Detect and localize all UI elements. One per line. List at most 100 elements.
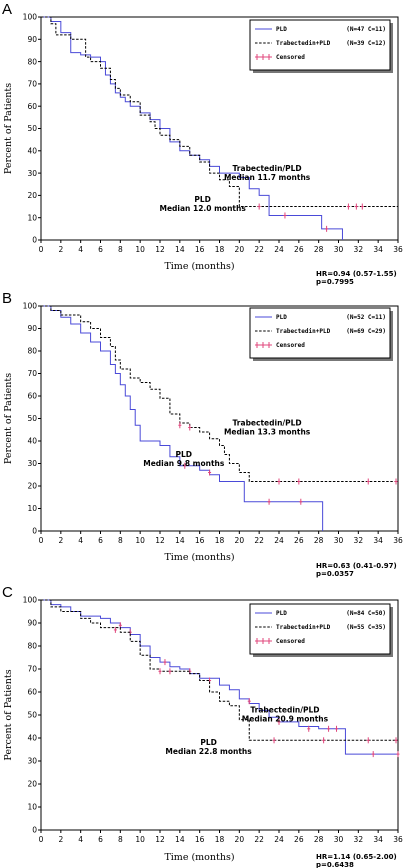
x-tick-label: 18 bbox=[215, 835, 225, 844]
y-tick-label: 60 bbox=[27, 688, 37, 697]
hazard-ratio: HR=1.14 (0.65-2.00) bbox=[316, 853, 397, 861]
x-tick-label: 32 bbox=[354, 245, 364, 254]
y-tick-label: 70 bbox=[27, 369, 37, 378]
x-tick-label: 26 bbox=[294, 835, 304, 844]
x-tick-label: 34 bbox=[373, 835, 383, 844]
km-curve-trabectedin-pld bbox=[41, 305, 398, 482]
x-tick-label: 32 bbox=[354, 835, 364, 844]
x-tick-label: 22 bbox=[254, 245, 264, 254]
p-value: p=0.0357 bbox=[316, 570, 354, 578]
legend-counts: (N=69 C=29) bbox=[346, 328, 386, 335]
y-tick-label: 0 bbox=[32, 236, 37, 245]
x-tick-label: 18 bbox=[215, 536, 225, 545]
y-tick-label: 40 bbox=[27, 734, 37, 743]
x-tick-label: 8 bbox=[118, 245, 123, 254]
x-tick-label: 6 bbox=[98, 536, 103, 545]
x-tick-label: 28 bbox=[314, 536, 324, 545]
y-tick-label: 40 bbox=[27, 147, 37, 156]
km-curve-pld bbox=[41, 305, 324, 531]
x-tick-label: 6 bbox=[98, 835, 103, 844]
y-tick-label: 10 bbox=[27, 213, 37, 222]
x-tick-label: 10 bbox=[135, 835, 145, 844]
y-axis-label: Percent of Patients bbox=[3, 669, 14, 760]
x-tick-label: 22 bbox=[254, 536, 264, 545]
x-tick-label: 20 bbox=[235, 835, 245, 844]
x-tick-label: 6 bbox=[98, 245, 103, 254]
x-tick-label: 4 bbox=[78, 835, 83, 844]
x-tick-label: 26 bbox=[294, 536, 304, 545]
legend-label: Censored bbox=[276, 54, 305, 61]
y-tick-label: 60 bbox=[27, 392, 37, 401]
x-tick-label: 24 bbox=[274, 536, 284, 545]
x-tick-label: 0 bbox=[39, 835, 44, 844]
y-axis-label: Percent of Patients bbox=[3, 373, 14, 464]
x-tick-label: 30 bbox=[334, 245, 344, 254]
x-tick-label: 20 bbox=[235, 536, 245, 545]
x-tick-label: 14 bbox=[175, 245, 185, 254]
legend-label: Censored bbox=[276, 342, 305, 349]
legend-label: PLD bbox=[276, 610, 287, 617]
median-annotation: Median 11.7 months bbox=[224, 173, 311, 182]
y-tick-label: 50 bbox=[27, 124, 37, 133]
median-annotation: Trabectedin/PLD bbox=[250, 706, 319, 715]
x-tick-label: 16 bbox=[195, 835, 205, 844]
y-tick-label: 80 bbox=[27, 57, 37, 66]
legend-counts: (N=52 C=11) bbox=[346, 314, 386, 321]
y-tick-label: 60 bbox=[27, 102, 37, 111]
x-axis-label: Time (months) bbox=[164, 552, 234, 563]
legend-label: Censored bbox=[276, 638, 305, 645]
x-tick-label: 34 bbox=[373, 245, 383, 254]
x-tick-label: 32 bbox=[354, 536, 364, 545]
x-tick-label: 22 bbox=[254, 835, 264, 844]
x-tick-label: 20 bbox=[235, 245, 245, 254]
x-tick-label: 24 bbox=[274, 245, 284, 254]
x-tick-label: 2 bbox=[58, 835, 63, 844]
p-value: p=0.7995 bbox=[316, 278, 354, 286]
legend-label: Trabectedin+PLD bbox=[276, 624, 331, 631]
p-value: p=0.6438 bbox=[316, 861, 354, 868]
median-annotation: Median 13.3 months bbox=[224, 427, 311, 436]
x-tick-label: 0 bbox=[39, 536, 44, 545]
x-tick-label: 36 bbox=[393, 536, 403, 545]
hazard-ratio: HR=0.94 (0.57-1.55) bbox=[316, 270, 397, 278]
median-annotation: Trabectedin/PLD bbox=[233, 164, 302, 173]
y-tick-label: 10 bbox=[27, 803, 37, 812]
y-tick-label: 30 bbox=[27, 459, 37, 468]
y-tick-label: 80 bbox=[27, 642, 37, 651]
median-annotation: Trabectedin/PLD bbox=[233, 418, 302, 427]
x-tick-label: 36 bbox=[393, 245, 403, 254]
y-tick-label: 10 bbox=[27, 504, 37, 513]
median-annotation: Median 22.8 months bbox=[165, 747, 252, 756]
y-tick-label: 70 bbox=[27, 80, 37, 89]
legend-label: PLD bbox=[276, 314, 287, 321]
x-tick-label: 14 bbox=[175, 835, 185, 844]
y-tick-label: 0 bbox=[32, 527, 37, 536]
x-tick-label: 30 bbox=[334, 536, 344, 545]
median-annotation: PLD bbox=[200, 738, 217, 747]
x-tick-label: 26 bbox=[294, 245, 304, 254]
y-tick-label: 50 bbox=[27, 414, 37, 423]
km-curve-pld bbox=[41, 16, 343, 240]
y-tick-label: 100 bbox=[23, 13, 38, 22]
legend-label: Trabectedin+PLD bbox=[276, 328, 331, 335]
x-axis-label: Time (months) bbox=[164, 261, 234, 272]
x-tick-label: 18 bbox=[215, 245, 225, 254]
x-tick-label: 12 bbox=[155, 536, 165, 545]
y-axis-label: Percent of Patients bbox=[3, 83, 14, 174]
legend bbox=[249, 19, 391, 71]
legend-counts: (N=47 C=11) bbox=[346, 26, 386, 33]
x-tick-label: 4 bbox=[78, 536, 83, 545]
x-tick-label: 8 bbox=[118, 536, 123, 545]
x-tick-label: 16 bbox=[195, 536, 205, 545]
x-tick-label: 4 bbox=[78, 245, 83, 254]
x-tick-label: 8 bbox=[118, 835, 123, 844]
legend bbox=[249, 603, 391, 655]
median-annotation: PLD bbox=[176, 450, 193, 459]
x-tick-label: 36 bbox=[393, 835, 403, 844]
x-tick-label: 14 bbox=[175, 536, 185, 545]
median-annotation: Median 12.0 months bbox=[159, 204, 246, 213]
